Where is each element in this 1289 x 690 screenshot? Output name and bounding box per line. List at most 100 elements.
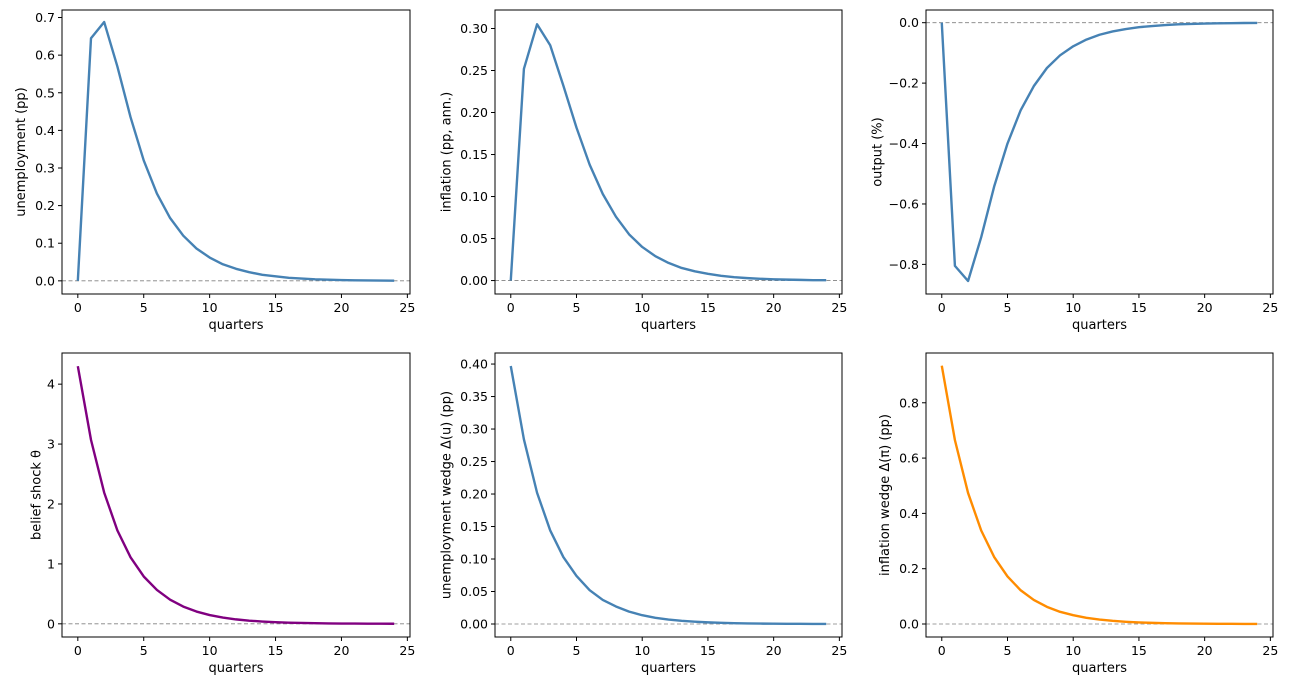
y-tick-label: 1: [47, 556, 55, 571]
y-tick-label: −0.4: [889, 136, 919, 151]
y-tick-label: 0.0: [35, 273, 55, 288]
y-tick-label: 0.20: [460, 105, 488, 120]
subplot-6: 0 5 10 15 20 25 0.0 0.2 0.4 0.6 0.8 quarters inflati…: [878, 352, 1278, 676]
x-tick-label: 20: [334, 643, 350, 658]
x-tick-label: 15: [268, 643, 284, 658]
axes-frame: [494, 9, 843, 295]
x-tick-label: 10: [202, 643, 218, 658]
x-axis-label: quarters: [641, 661, 696, 676]
y-tick-label: 0.2: [35, 198, 55, 213]
x-tick-label: 20: [766, 643, 782, 658]
x-tick-label: 15: [1131, 643, 1147, 658]
y-tick-label: 3: [47, 437, 55, 452]
x-tick-label: 5: [140, 643, 148, 658]
x-tick-label: 0: [74, 643, 82, 658]
subplot-3: 0 5 10 15 20 25 0.0 −0.2 −0.4 −0.6 −0.8 quarters out…: [871, 9, 1278, 333]
y-tick-label: 0.8: [899, 395, 919, 410]
series-line: [76, 365, 395, 625]
y-axis-label: inflation (pp, ann.): [440, 92, 455, 213]
x-tick-label: 10: [634, 300, 650, 315]
x-axis-label: quarters: [208, 318, 263, 333]
y-tick-label: −0.8: [889, 257, 919, 272]
x-tick-label: 0: [74, 300, 82, 315]
x-tick-label: 0: [507, 643, 515, 658]
series-line: [940, 365, 1258, 626]
x-tick-label: 25: [831, 300, 847, 315]
y-tick-label: 0.00: [460, 617, 488, 632]
x-tick-label: 5: [140, 300, 148, 315]
y-tick-label: 0.0: [899, 617, 919, 632]
y-tick-label: 0.20: [460, 487, 488, 502]
y-tick-label: 0.30: [460, 422, 488, 437]
y-tick-label: 0.0: [899, 15, 919, 30]
y-tick-label: 4: [47, 377, 55, 392]
y-tick-label: 0.00: [460, 273, 488, 288]
series-line: [509, 365, 827, 626]
x-tick-label: 5: [573, 300, 581, 315]
y-tick-label: 0.10: [460, 189, 488, 204]
series-line: [940, 21, 1258, 283]
y-axis-label: unemployment wedge Δ(u) (pp): [440, 391, 455, 599]
y-tick-label: 0.35: [460, 389, 488, 404]
axes-frame: [61, 9, 411, 295]
y-tick-label: 0: [47, 616, 55, 631]
y-tick-label: 0.5: [35, 85, 55, 100]
x-axis-label: quarters: [641, 318, 696, 333]
x-tick-label: 0: [507, 300, 515, 315]
y-axis-label: output (%): [871, 117, 886, 187]
subplot-4: 0 5 10 15 20 25 0 1 2 3 4 quarters belief shock θ: [29, 352, 415, 676]
x-tick-label: 10: [1065, 643, 1081, 658]
axes-frame: [494, 352, 843, 638]
y-tick-label: 0.10: [460, 552, 488, 567]
subplot-1: 0 5 10 15 20 25 0.0 0.1 0.2 0.3 0.4 0.5 0.6 0.7 quarte…: [14, 9, 415, 333]
y-tick-label: −0.2: [889, 76, 919, 91]
y-tick-label: 0.7: [35, 10, 55, 25]
y-tick-label: 0.25: [460, 63, 488, 78]
x-tick-label: 15: [1131, 300, 1147, 315]
x-tick-label: 0: [938, 300, 946, 315]
series-line: [76, 20, 395, 282]
x-tick-label: 0: [938, 643, 946, 658]
x-tick-label: 25: [399, 643, 415, 658]
y-tick-label: 0.30: [460, 21, 488, 36]
x-tick-label: 5: [1004, 300, 1012, 315]
x-tick-label: 20: [334, 300, 350, 315]
y-tick-label: 0.2: [899, 561, 919, 576]
y-tick-label: 0.40: [460, 357, 488, 372]
x-tick-label: 15: [268, 300, 284, 315]
x-tick-label: 5: [1004, 643, 1012, 658]
axes-frame: [925, 352, 1274, 638]
x-axis-label: quarters: [1072, 661, 1127, 676]
x-tick-label: 10: [1065, 300, 1081, 315]
x-tick-label: 20: [1197, 300, 1213, 315]
x-tick-label: 5: [573, 643, 581, 658]
subplot-2: 0 5 10 15 20 25 0.00 0.05 0.10 0.15 0.20 0.25 0.30 qu…: [440, 9, 847, 333]
y-axis-label: unemployment (pp): [14, 87, 29, 216]
y-axis-label: inflation wedge Δ(π) (pp): [878, 414, 893, 576]
x-axis-label: quarters: [208, 661, 263, 676]
x-tick-label: 25: [1262, 643, 1278, 658]
y-tick-label: 0.15: [460, 519, 488, 534]
y-tick-label: 0.4: [35, 123, 55, 138]
x-tick-label: 15: [700, 300, 716, 315]
y-tick-label: 0.6: [35, 48, 55, 63]
axes-frame: [61, 352, 411, 638]
subplot-5: 0 5 10 15 20 25 0.00 0.05 0.10 0.15 0.20 0.25 0.30 0.…: [440, 352, 847, 676]
axes-frame: [925, 9, 1274, 295]
series-line: [509, 23, 827, 282]
x-tick-label: 10: [634, 643, 650, 658]
y-tick-label: 0.25: [460, 454, 488, 469]
x-tick-label: 20: [1197, 643, 1213, 658]
y-tick-label: 0.4: [899, 506, 919, 521]
x-axis-label: quarters: [1072, 318, 1127, 333]
y-tick-label: 0.15: [460, 147, 488, 162]
y-tick-label: 0.6: [899, 451, 919, 466]
x-tick-label: 25: [399, 300, 415, 315]
x-tick-label: 25: [1262, 300, 1278, 315]
x-tick-label: 10: [202, 300, 218, 315]
y-tick-label: −0.6: [889, 196, 919, 211]
y-tick-label: 0.3: [35, 160, 55, 175]
y-axis-label: belief shock θ: [29, 450, 44, 540]
x-tick-label: 15: [700, 643, 716, 658]
